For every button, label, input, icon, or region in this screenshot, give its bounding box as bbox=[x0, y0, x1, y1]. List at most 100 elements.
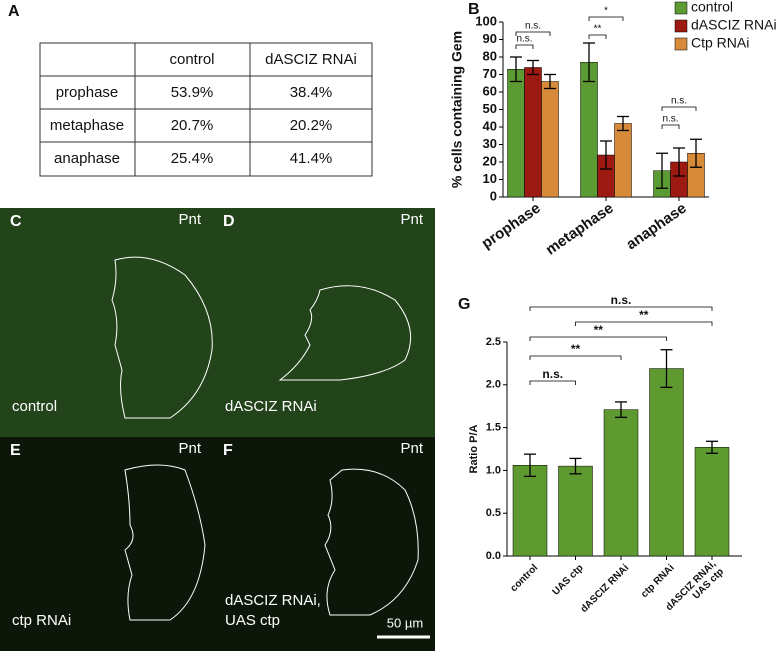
image-caption: dASCIZ RNAi, bbox=[225, 592, 321, 609]
significance-label: n.s. bbox=[516, 34, 532, 45]
marker-label: Pnt bbox=[400, 440, 423, 457]
bar bbox=[558, 465, 593, 557]
significance-label: n.s. bbox=[542, 367, 563, 381]
x-tick-label: dASCIZ RNAi bbox=[578, 562, 631, 615]
error-bar bbox=[510, 56, 522, 83]
error-bar bbox=[660, 349, 673, 389]
marker-label: Pnt bbox=[178, 211, 201, 228]
error-bar bbox=[569, 457, 582, 475]
y-tick-label: 20 bbox=[483, 153, 497, 168]
marker-label: Pnt bbox=[400, 211, 423, 228]
micrographs: C Pnt control D Pnt dASCIZ RNAi E Pnt ctp RNAi F P… bbox=[0, 208, 435, 651]
panel-label: G bbox=[458, 296, 470, 313]
scale-bar-label: 50 µm bbox=[387, 615, 423, 630]
significance-label: n.s. bbox=[611, 293, 632, 307]
legend-label: dASCIZ RNAi bbox=[691, 17, 777, 33]
significance-bracket bbox=[515, 31, 551, 36]
micrograph bbox=[0, 437, 213, 651]
significance-bracket bbox=[529, 306, 713, 311]
y-tick-label: 50 bbox=[483, 101, 497, 116]
y-axis-label: % cells containing Gem bbox=[449, 31, 465, 188]
x-tick-label: anaphase bbox=[623, 200, 689, 254]
tissue-outline bbox=[111, 256, 213, 419]
panel-label: B bbox=[468, 1, 480, 18]
significance-bracket bbox=[661, 106, 697, 111]
error-bar bbox=[656, 152, 668, 189]
micrograph bbox=[213, 437, 435, 651]
significance-label: n.s. bbox=[662, 114, 678, 125]
panel-label: A bbox=[8, 3, 20, 20]
x-tick-label: UAS ctp bbox=[550, 562, 585, 597]
y-tick-label: 2.5 bbox=[486, 336, 501, 348]
significance-label: n.s. bbox=[525, 21, 541, 32]
table-cell: 20.2% bbox=[290, 117, 333, 134]
significance-label: ** bbox=[639, 308, 649, 322]
y-tick-label: 70 bbox=[483, 66, 497, 81]
bar bbox=[507, 69, 525, 198]
panel-label: E bbox=[10, 442, 21, 459]
bar bbox=[614, 123, 632, 198]
y-tick-label: 40 bbox=[483, 118, 497, 133]
panel-label: F bbox=[223, 442, 233, 459]
table-header: dASCIZ RNAi bbox=[265, 51, 357, 68]
significance-label: ** bbox=[594, 24, 602, 35]
significance-label: * bbox=[604, 6, 608, 17]
micrograph bbox=[213, 208, 435, 437]
tissue-outline bbox=[124, 464, 206, 621]
significance-bracket bbox=[661, 124, 680, 129]
significance-bracket bbox=[588, 16, 624, 21]
image-caption: ctp RNAi bbox=[12, 612, 71, 629]
error-bar bbox=[617, 115, 629, 132]
y-tick-label: 10 bbox=[483, 171, 497, 186]
error-bar bbox=[583, 42, 595, 83]
image-caption: UAS ctp bbox=[225, 612, 280, 629]
table-cell: prophase bbox=[56, 84, 119, 101]
significance-bracket bbox=[575, 321, 713, 326]
y-tick-label: 0.0 bbox=[486, 550, 501, 562]
x-tick-label: metaphase bbox=[543, 200, 617, 259]
panel-label: D bbox=[223, 213, 235, 230]
significance-bracket bbox=[588, 34, 607, 39]
error-bar bbox=[690, 138, 702, 168]
significance-label: ** bbox=[594, 323, 604, 337]
bar bbox=[580, 62, 598, 198]
error-bar bbox=[527, 59, 539, 76]
error-bar bbox=[524, 453, 536, 478]
legend-label: Ctp RNAi bbox=[691, 35, 749, 51]
table-cell: anaphase bbox=[54, 150, 120, 167]
significance-bracket bbox=[529, 380, 576, 385]
error-bar bbox=[673, 147, 685, 177]
x-tick-label: prophase bbox=[479, 200, 544, 253]
bar bbox=[512, 465, 548, 557]
table-header: control bbox=[169, 51, 214, 68]
legend-swatch bbox=[674, 1, 688, 15]
table-cell: 25.4% bbox=[171, 150, 214, 167]
x-tick-label: control bbox=[508, 562, 540, 594]
y-axis-label: Ratio P/A bbox=[468, 425, 480, 474]
y-tick-label: 60 bbox=[483, 83, 497, 98]
x-tick-label: ctp RNAi bbox=[639, 562, 677, 600]
significance-bracket bbox=[529, 336, 667, 341]
error-bar bbox=[615, 401, 627, 418]
legend-label: control bbox=[691, 0, 733, 15]
image-caption: dASCIZ RNAi bbox=[225, 398, 317, 415]
error-bar bbox=[706, 440, 718, 454]
y-tick-label: 0.5 bbox=[486, 507, 501, 519]
micrograph bbox=[0, 208, 213, 437]
y-tick-label: 0 bbox=[490, 188, 497, 203]
bar bbox=[524, 67, 542, 198]
significance-bracket bbox=[529, 355, 622, 360]
bar bbox=[694, 447, 730, 557]
significance-bracket bbox=[515, 44, 534, 49]
error-bar bbox=[544, 73, 556, 90]
y-tick-label: 1.5 bbox=[486, 422, 501, 434]
y-tick-label: 90 bbox=[483, 31, 497, 46]
tissue-outline bbox=[324, 468, 419, 616]
image-caption: control bbox=[12, 398, 57, 415]
significance-label: ** bbox=[571, 342, 581, 356]
significance-label: n.s. bbox=[671, 96, 687, 107]
tissue-outline bbox=[278, 285, 412, 381]
table-grid bbox=[39, 42, 373, 177]
table-cell: 38.4% bbox=[290, 84, 333, 101]
